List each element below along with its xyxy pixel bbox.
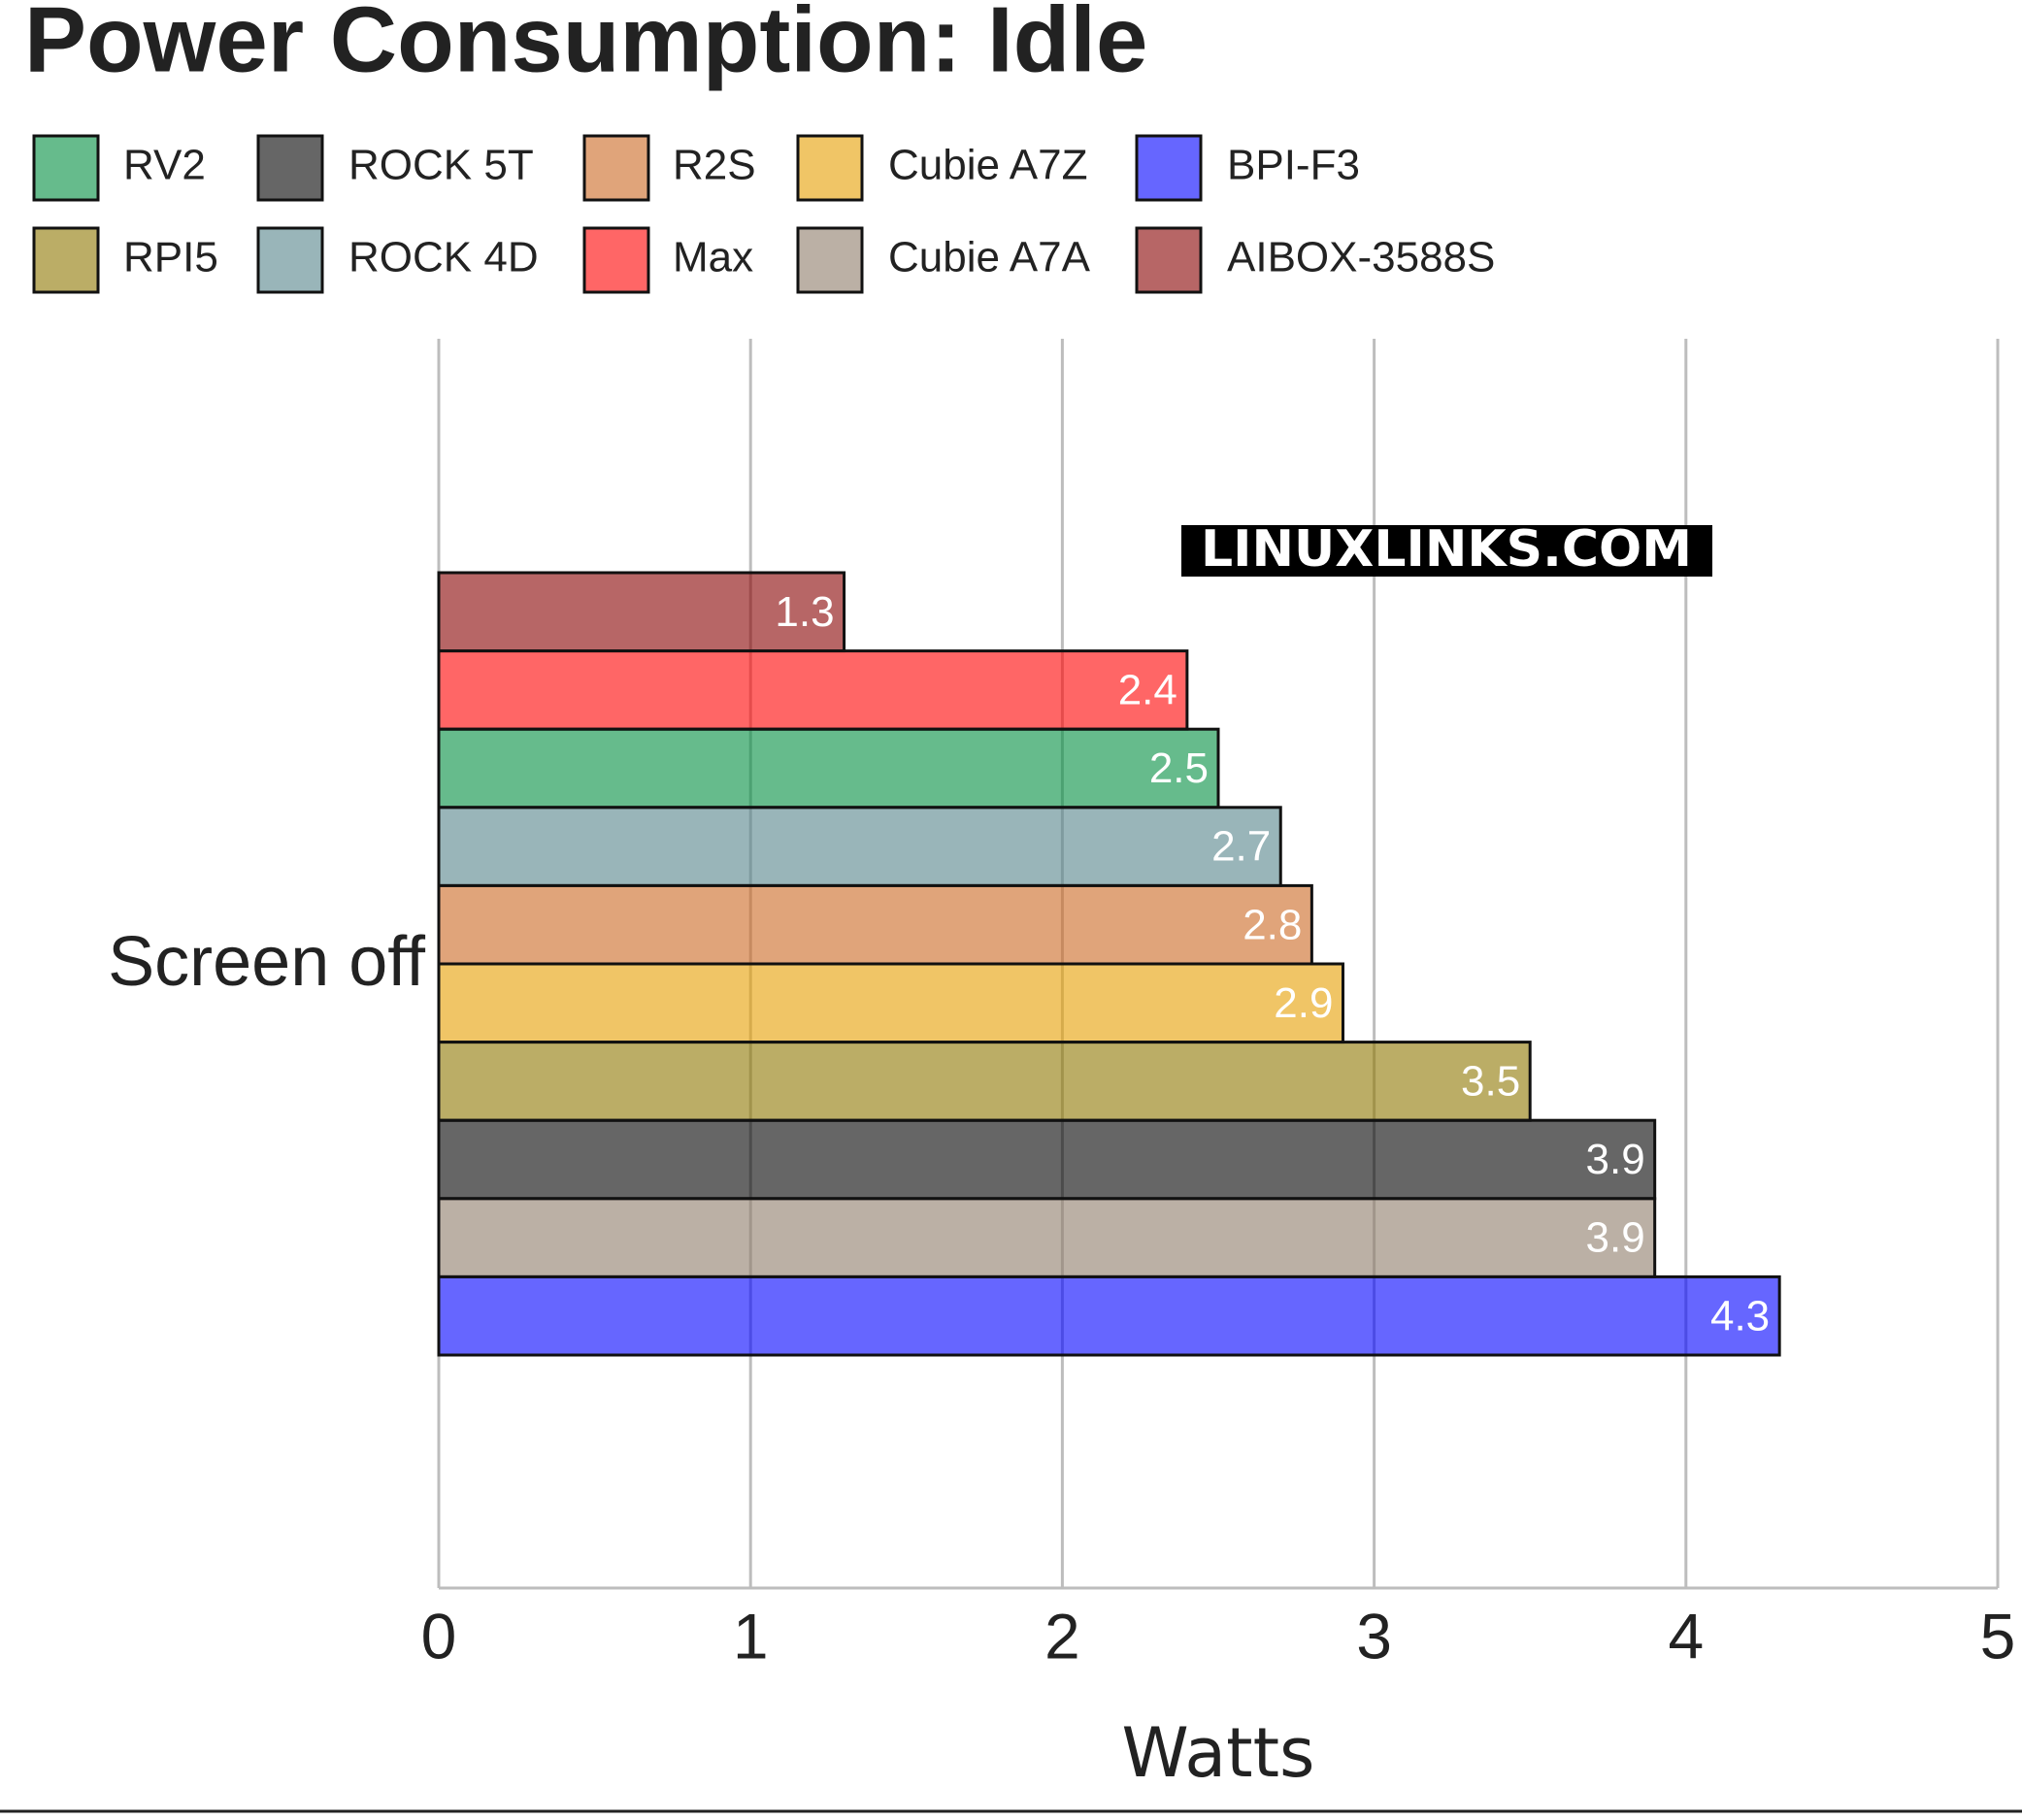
x-tick-label: 5 [1980, 1600, 2016, 1671]
legend-swatch [796, 226, 864, 294]
x-tick-label: 4 [1668, 1600, 1704, 1671]
x-tick-label: 3 [1356, 1600, 1392, 1671]
value-label: 2.5 [1149, 745, 1209, 792]
legend-swatch [582, 226, 650, 294]
legend-label: Max [673, 234, 753, 281]
legend-label: Cubie A7Z [888, 142, 1087, 189]
bar [437, 1118, 1657, 1201]
legend-label: RPI5 [123, 234, 218, 281]
legend-swatch [256, 226, 324, 294]
legend-swatch [796, 134, 864, 202]
legend-label: Cubie A7A [888, 234, 1091, 281]
legend-swatch [256, 134, 324, 202]
x-tick-label: 2 [1044, 1600, 1080, 1671]
legend-swatch [32, 134, 100, 202]
bar [437, 883, 1313, 966]
legend-label: ROCK 5T [348, 142, 534, 189]
y-category-label: Screen off [108, 923, 426, 1001]
bar [437, 806, 1282, 887]
bar [437, 727, 1220, 810]
value-label: 2.7 [1211, 823, 1271, 871]
value-label: 2.9 [1274, 979, 1333, 1027]
legend-label: RV2 [123, 142, 206, 189]
bar [437, 962, 1344, 1044]
value-label: 3.5 [1461, 1058, 1520, 1106]
legend-swatch [1135, 226, 1203, 294]
bar [437, 1274, 1781, 1357]
legend-swatch [1135, 134, 1203, 202]
bar [437, 1041, 1532, 1122]
legend-swatch [32, 226, 100, 294]
legend-label: R2S [673, 142, 756, 189]
bar [437, 649, 1189, 731]
value-label: 1.3 [775, 588, 834, 636]
x-tick-label: 1 [733, 1600, 769, 1671]
value-label: 2.4 [1118, 667, 1177, 714]
watermark: LINUXLINKS.COM [1201, 520, 1692, 579]
bar [437, 1197, 1657, 1278]
legend-label: BPI-F3 [1227, 142, 1360, 189]
legend-label: ROCK 4D [348, 234, 539, 281]
value-label: 2.8 [1243, 901, 1302, 948]
value-label: 3.9 [1586, 1214, 1645, 1262]
value-label: 3.9 [1586, 1136, 1645, 1183]
x-axis-title: Watts [1122, 1713, 1315, 1793]
x-tick-label: 0 [421, 1600, 457, 1671]
value-label: 4.3 [1710, 1292, 1770, 1340]
legend-swatch [582, 134, 650, 202]
bar [437, 571, 846, 653]
watermark-bg [1181, 525, 1712, 577]
chart-title: Power Consumption: Idle [24, 0, 1147, 91]
legend-label: AIBOX-3588S [1227, 234, 1495, 281]
